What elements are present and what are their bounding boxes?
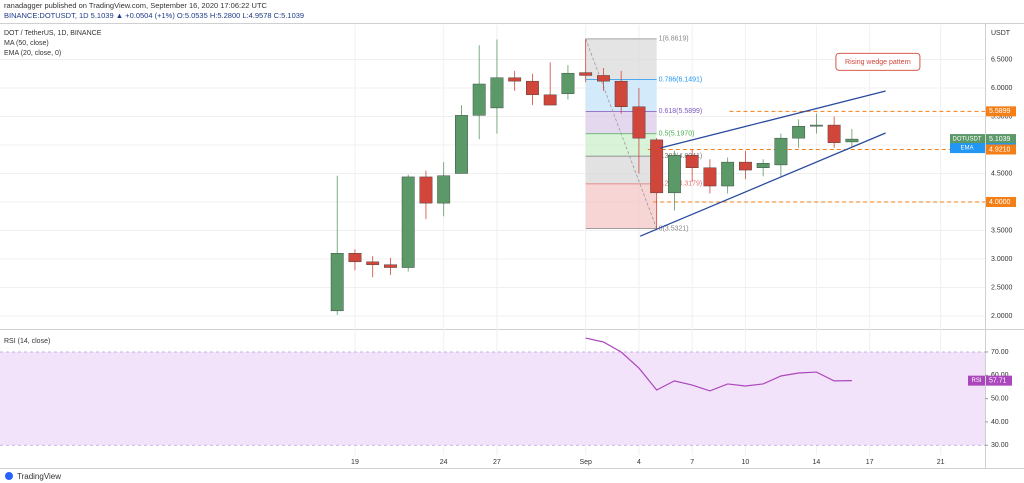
- candle-body: [384, 264, 397, 268]
- x-tick-label: 7: [690, 459, 694, 466]
- candle-body: [774, 137, 788, 166]
- price-tag-label: 5.5899: [989, 108, 1011, 115]
- wedge-line: [639, 132, 886, 237]
- y-tick-label: 2.5000: [991, 284, 1013, 291]
- logo: [5, 472, 13, 480]
- wedge-line: [660, 90, 886, 149]
- rsi-name-label: RSI: [971, 378, 981, 384]
- candle-body: [650, 139, 664, 194]
- y-tick-label: 5.5000: [991, 113, 1013, 120]
- candle-body: [330, 253, 344, 312]
- candle-body: [401, 176, 415, 268]
- name-tag-label: EMA: [960, 146, 973, 152]
- candle-body: [437, 175, 451, 204]
- y-tick-label: 3.5000: [991, 227, 1013, 234]
- candle-body: [490, 77, 504, 109]
- x-tick-label: 17: [866, 459, 874, 466]
- price-tag: [986, 196, 1016, 207]
- candle-body: [366, 261, 380, 265]
- fib-zone: [585, 133, 657, 157]
- fib-zone: [585, 156, 657, 184]
- x-tick-label: 4: [637, 459, 641, 466]
- candle-body: [472, 83, 486, 116]
- fib-label: 1(6.8619): [659, 36, 689, 43]
- candle-body: [721, 161, 735, 187]
- x-tick-label: 10: [742, 459, 750, 466]
- price-tag-label: 4.9210: [989, 146, 1011, 153]
- price-tag: [986, 106, 1016, 117]
- x-tick-label: 24: [440, 459, 448, 466]
- candle-body: [419, 176, 433, 204]
- candle-body: [561, 72, 575, 94]
- fib-label: 0.618(5.5899): [659, 108, 703, 115]
- y-tick-label: 2.0000: [991, 313, 1013, 320]
- chart-title: DOT / TetherUS, 1D, BINANCE: [4, 30, 102, 37]
- footer-brand: TradingView: [17, 472, 61, 481]
- y-tick-label: 6.0000: [991, 85, 1013, 92]
- x-tick-label: Sep: [579, 459, 592, 466]
- rsi-tick-label: 30.00: [991, 442, 1009, 449]
- candle-body: [348, 253, 362, 263]
- candle-body: [792, 125, 806, 139]
- rsi-band: [0, 352, 985, 446]
- candle-body: [614, 80, 628, 107]
- name-tag: [950, 143, 985, 154]
- price-axis-border: [985, 23, 986, 468]
- rsi-line: [585, 337, 852, 392]
- x-tick-label: 14: [812, 459, 820, 466]
- x-tick-label: 19: [351, 459, 359, 466]
- rsi-tick-label: 40.00: [991, 419, 1009, 426]
- candle-body: [508, 77, 522, 82]
- indicator-label: EMA (20, close, 0): [4, 50, 61, 57]
- rsi-name-tag: [968, 375, 985, 386]
- time-axis-border: [0, 468, 1024, 469]
- y-tick-label: 4.5000: [991, 170, 1013, 177]
- fib-label: 0.786(6.1491): [659, 76, 703, 83]
- fib-label: 0.5(5.1970): [659, 131, 695, 138]
- annotation-text: Rising wedge pattern: [845, 59, 911, 66]
- candle-body: [632, 106, 646, 139]
- candle-body: [685, 155, 699, 168]
- publisher-line: ranadagger published on TradingView.com,…: [4, 1, 268, 10]
- rsi-value-label: 57.71: [989, 377, 1007, 384]
- fib-label: 0(3.5321): [659, 226, 689, 233]
- candle-body: [668, 155, 681, 194]
- x-tick-label: 27: [493, 459, 501, 466]
- candle-body: [845, 138, 859, 143]
- fib-trend: [585, 38, 658, 229]
- candle-body: [827, 124, 841, 143]
- rsi-value-tag: [986, 375, 1012, 386]
- candle-body: [703, 167, 717, 187]
- candle-body: [579, 72, 593, 76]
- indicator-label: MA (50, close): [4, 40, 49, 47]
- pane-divider: [0, 329, 1024, 330]
- price-tag: [986, 144, 1016, 155]
- rsi-tick-label: 50.00: [991, 395, 1009, 402]
- y-unit: USDT: [991, 30, 1011, 37]
- candle-body: [526, 80, 539, 96]
- annotation-box: [835, 52, 921, 71]
- divider: [0, 23, 1024, 24]
- name-tag-label: DOTUSDT: [953, 137, 982, 143]
- fib-zone: [585, 111, 657, 134]
- price-tag-label: 5.1039: [989, 136, 1011, 143]
- y-tick-label: 3.0000: [991, 256, 1013, 263]
- price-tag-label: 4.0000: [989, 199, 1011, 206]
- name-tag: [950, 134, 985, 145]
- candle-body: [455, 115, 468, 174]
- candle-body: [756, 163, 770, 168]
- fib-zone: [585, 183, 657, 229]
- quote-line: BINANCE:DOTUSDT, 1D 5.1039 ▲ +0.0504 (+1…: [4, 11, 304, 20]
- candle-body: [597, 75, 610, 82]
- y-tick-label: 6.5000: [991, 56, 1013, 63]
- rsi-tick-label: 70.00: [991, 349, 1009, 356]
- x-tick-label: 21: [937, 459, 945, 466]
- candle-body: [809, 124, 823, 127]
- price-tag: [986, 134, 1016, 145]
- rsi-title: RSI (14, close): [4, 338, 50, 345]
- candle-body: [738, 161, 752, 171]
- candle-body: [543, 94, 557, 106]
